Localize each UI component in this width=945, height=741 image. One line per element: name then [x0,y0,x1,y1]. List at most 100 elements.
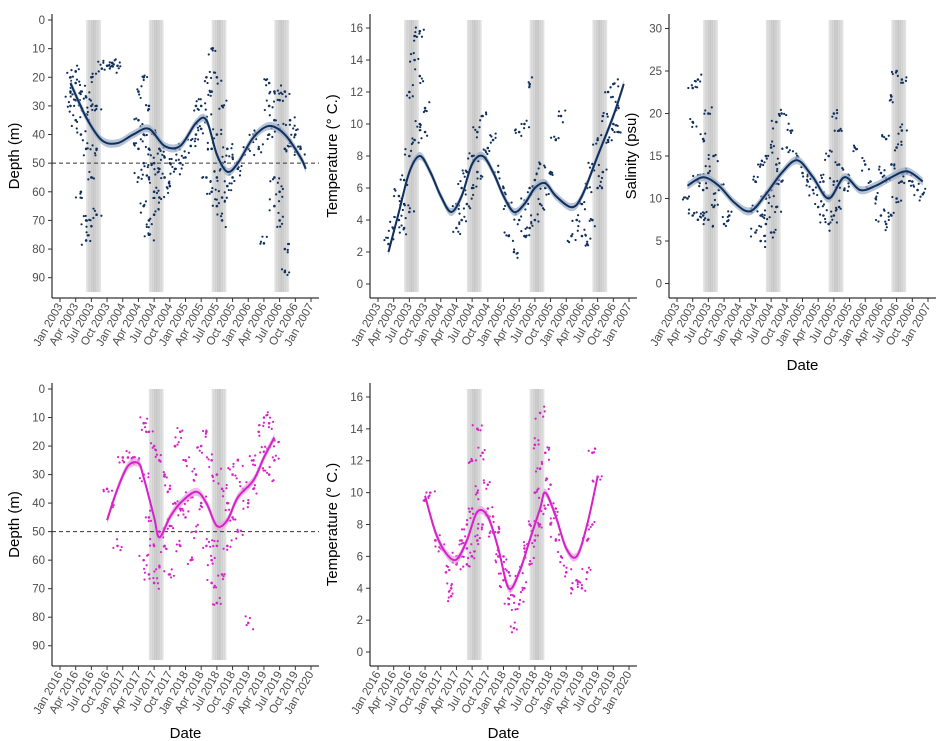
shaded-period-3 [900,20,903,292]
data-point [494,132,497,135]
data-point [420,137,423,140]
shaded-period-0 [479,389,482,660]
data-point [166,490,170,493]
data-point [205,429,208,432]
data-point [484,149,487,152]
data-point [170,157,173,161]
data-point [808,185,811,188]
data-point [832,112,836,115]
shaded-period-3 [891,20,894,292]
data-point [209,94,212,97]
data-point [191,470,194,473]
shaded-period-2 [535,20,538,292]
data-point [160,176,163,180]
data-point [490,135,493,138]
data-point [517,218,521,222]
y-tick-label: 15 [649,151,662,163]
data-point [816,193,819,197]
data-point [74,69,77,73]
data-point [520,134,523,137]
data-point [467,205,471,208]
data-point [591,219,594,222]
shaded-period-0 [704,20,708,292]
data-point [293,124,296,127]
shaded-period-3 [287,20,290,292]
data-point [816,205,820,209]
data-point [245,624,248,627]
data-point [840,129,843,132]
data-point [763,214,766,217]
data-point [198,125,201,128]
data-point [482,479,485,482]
data-point [73,104,76,107]
data-point [525,119,528,122]
data-point [561,121,564,124]
data-point [460,218,463,222]
data-point [779,210,783,213]
data-point [830,210,833,213]
y-tick-label: 70 [32,584,45,596]
data-point [97,60,100,63]
data-point [91,144,94,147]
data-point [261,143,264,146]
data-point [115,71,118,74]
data-point [288,271,291,274]
data-point [212,128,215,131]
confidence-band [107,433,275,542]
data-point [215,473,219,476]
data-point [759,239,762,243]
data-point [95,149,98,152]
data-point [614,100,617,103]
data-point [480,424,483,427]
data-point [120,545,123,549]
y-tick-label: 20 [649,109,662,121]
data-point [543,504,546,507]
data-point [517,602,521,606]
data-point [211,475,215,478]
data-point [122,460,126,464]
data-point [714,153,717,157]
data-point [552,502,555,505]
data-point [841,166,844,170]
data-point [907,179,911,183]
data-point [762,163,765,167]
data-point [143,203,146,206]
data-point [754,180,758,184]
data-point [600,187,604,190]
data-point [702,223,705,226]
data-point [164,484,167,487]
data-point [271,420,275,423]
data-point [544,479,547,482]
data-point [605,112,609,116]
data-point [535,490,538,493]
data-point [223,200,226,203]
data-point [136,88,139,91]
data-point [838,186,842,189]
data-point [147,153,150,156]
data-point [893,167,896,170]
data-point [205,192,209,195]
data-point [94,154,97,157]
data-point [543,208,546,211]
data-point [299,146,302,149]
data-point [701,214,705,217]
data-point [447,600,450,603]
data-point [257,430,261,434]
data-point [163,176,166,179]
data-point [832,214,836,217]
data-point [152,190,156,194]
data-point [601,170,605,174]
data-point [408,90,411,94]
data-point [154,455,157,458]
data-point [402,178,406,182]
data-point [208,70,211,74]
data-point [223,573,226,576]
data-point [183,502,187,506]
data-point [212,479,215,483]
data-point [142,558,145,562]
data-point [545,193,548,196]
points-group [422,405,603,634]
data-point [69,91,72,94]
data-point [419,126,422,129]
